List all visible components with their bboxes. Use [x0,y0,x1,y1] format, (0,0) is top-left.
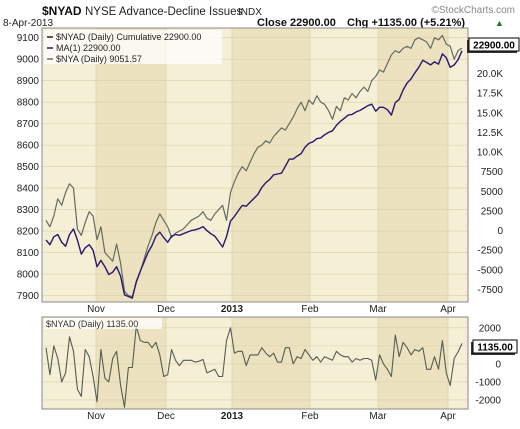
left-tick-label: 8200 [17,227,40,238]
legend-box [44,30,222,64]
x-tick-label: Mar [369,304,387,315]
right-tick-label: 15.0K [477,108,503,119]
left-tick-label: 8000 [17,270,40,281]
month-band [378,317,448,409]
legend-entry: MA(1) 22900.00 [56,43,121,53]
price-badge-box [468,37,520,52]
lower-legend-label: $NYAD (Daily) 1135.00 [46,319,138,329]
lower-right-axis: -2000-1000010002000 [475,323,501,406]
main-panel: 7900 8000 8100 8200 8300 8400 8500 8600 8700 8800… [17,27,520,315]
date-label: 8-Apr-2013 [3,18,53,29]
x-tick-label: Nov [87,304,105,315]
left-tick-label: 7900 [17,291,40,302]
lower-badge: 1135.00 [477,343,513,354]
month-band [96,28,166,302]
left-tick-label: 8400 [17,184,40,195]
right-tick-label: 10.0K [477,148,503,159]
series-line-daily [45,325,463,408]
x-tick-label: 2013 [221,411,244,422]
left-tick-label: 9100 [17,33,40,44]
right-tick-label: 5000 [481,187,504,198]
left-tick-label: 8100 [17,248,40,259]
lower-panel: -2000-1000010002000 NovDec2013FebMarApr … [41,316,518,422]
right-tick-label: 0 [497,226,503,237]
lower-badge-box [472,339,518,354]
x-tick-label: 2013 [221,304,244,315]
x-tick-label: Dec [157,304,175,315]
lower-panel-border [41,316,469,410]
brand-logo: ©StockCharts.com [431,5,515,16]
main-panel-month-bands [96,28,448,302]
legend-entry: $NYAD (Daily) Cumulative 22900.00 [56,32,201,42]
right-tick-label: -7500 [477,285,503,296]
right-tick-label: 2500 [481,206,504,217]
right-tick-label: -2500 [477,246,503,257]
x-tick-label: Nov [87,411,105,422]
x-tick-label: Dec [157,411,175,422]
main-panel-grid [42,28,468,302]
x-tick-label: Mar [369,411,387,422]
month-band [378,28,448,302]
right-axis: -7500 -5000 -2500 0 2500 5000 7500 10.0K 12.5K 15… [477,69,504,296]
series-line-cumulative [45,50,463,299]
right-tick-label: 7500 [481,167,504,178]
month-band [232,28,310,302]
exchange-label: INDX [238,7,262,18]
x-tick-label: Apr [440,304,456,315]
lower-tick-label: 0 [495,359,501,370]
left-tick-label: 8600 [17,141,40,152]
lower-tick-label: 2000 [479,323,502,334]
x-tick-label: Feb [301,411,319,422]
right-tick-label: 12.5K [477,128,503,139]
left-tick-label: 8800 [17,98,40,109]
lower-tick-label: -2000 [475,395,501,406]
left-tick-label: 8700 [17,119,40,130]
x-tick-label: Apr [440,411,456,422]
main-panel-border [41,27,469,303]
right-tick-label: 17.5K [477,89,503,100]
main-x-axis: Nov Dec 2013 Feb Mar Apr [87,304,456,315]
x-tick-label: Feb [301,304,319,315]
right-tick-label: -5000 [477,265,503,276]
main-panel-series [45,34,463,299]
right-tick-label: 20.0K [477,69,503,80]
price-badge: 22900.00 [473,41,515,52]
change-label: Chg +1135.00 (+5.21%) [347,17,465,29]
legend-entry: $NYA (Daily) 9051.57 [56,54,142,64]
symbol-title: $NYAD [42,4,82,18]
symbol-name: NYSE Advance-Decline Issues [85,6,242,18]
lower-x-axis: Nov Dec 2013 Feb Mar Apr [87,411,456,422]
lower-panel-series [45,325,463,408]
change-arrow-icon: ▲ [495,18,504,28]
left-tick-label: 8500 [17,162,40,173]
left-tick-label: 8300 [17,205,40,216]
left-axis: 7900 8000 8100 8200 8300 8400 8500 8600 8700 8800… [17,33,40,302]
lower-tick-label: -1000 [475,377,501,388]
left-tick-label: 9000 [17,55,40,66]
month-band [232,317,310,409]
series-line-nya [45,34,463,298]
left-tick-label: 8900 [17,76,40,87]
close-label: Close 22900.00 [257,17,336,29]
lower-legend-box [44,318,162,329]
lower-panel-month-bands [96,317,448,409]
month-band [96,317,166,409]
